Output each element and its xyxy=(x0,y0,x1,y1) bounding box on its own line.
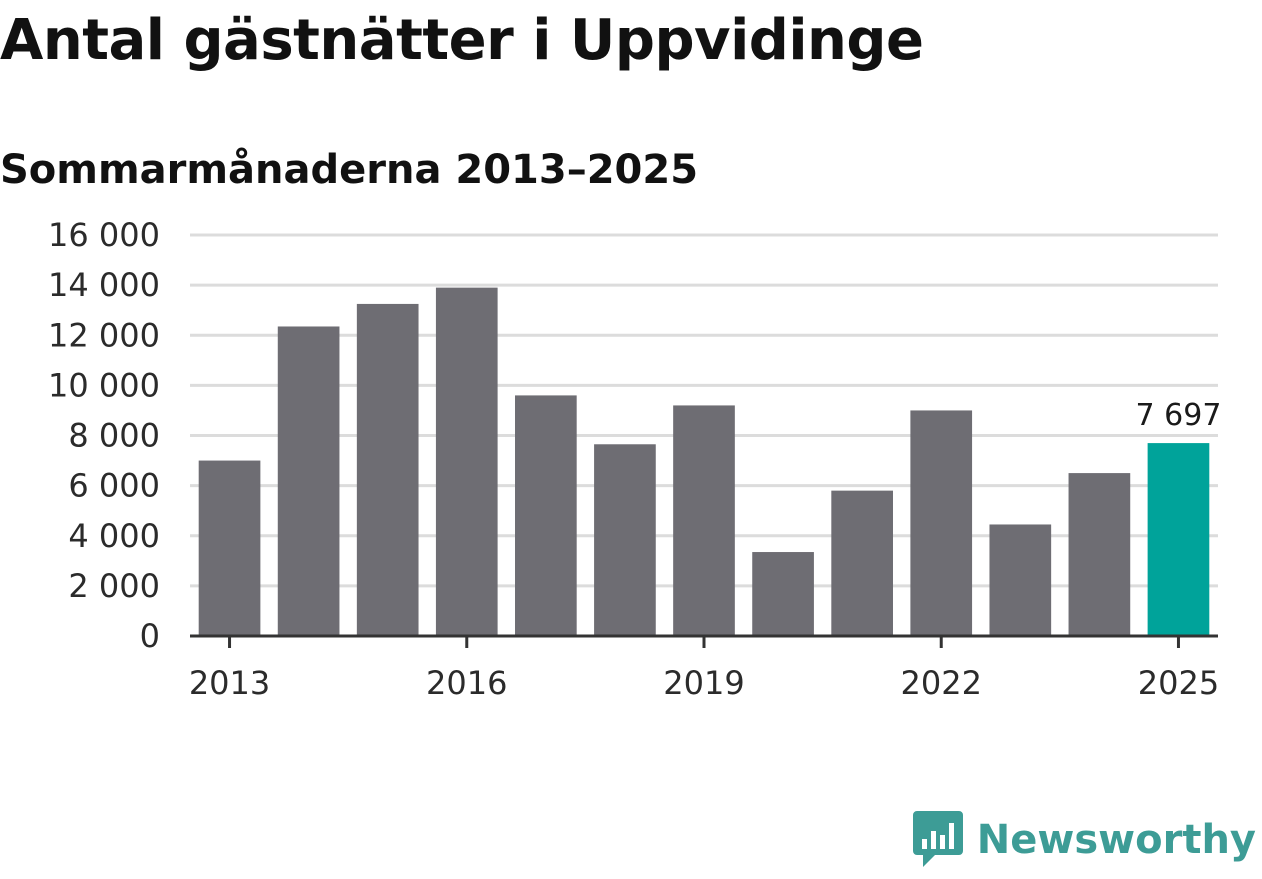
x-tick-label: 2016 xyxy=(426,664,507,702)
bar xyxy=(989,524,1052,636)
bar xyxy=(277,326,340,636)
y-tick-label: 14 000 xyxy=(48,266,160,304)
bar xyxy=(356,303,419,636)
chart-title: Antal gästnätter i Uppvidinge xyxy=(0,8,924,73)
bar xyxy=(831,490,893,636)
y-tick-label: 12 000 xyxy=(48,316,160,354)
chart-subtitle: Sommarmånaderna 2013–2025 xyxy=(0,147,699,193)
highlight-value-label: 7 697 xyxy=(1136,398,1222,433)
x-tick-label: 2019 xyxy=(663,664,744,702)
bar xyxy=(594,444,656,636)
x-tick-label: 2022 xyxy=(901,664,982,702)
y-tick-label: 10 000 xyxy=(48,366,160,404)
x-tick-label: 2025 xyxy=(1138,664,1219,702)
brand-name: Newsworthy xyxy=(976,817,1256,863)
y-tick-label: 0 xyxy=(140,617,160,655)
bar xyxy=(910,410,973,636)
data-labels: 7 697 xyxy=(1136,398,1222,433)
bar xyxy=(435,287,498,636)
y-tick-label: 2 000 xyxy=(68,567,160,605)
bar xyxy=(752,552,814,636)
newsworthy-logo-icon xyxy=(912,811,963,867)
x-tick-label: 2013 xyxy=(189,664,270,702)
bar xyxy=(1068,473,1131,636)
y-axis-ticks: 0 2 000 4 000 6 000 8 000 10 000 12 000 14 000 1… xyxy=(48,216,160,655)
y-tick-label: 16 000 xyxy=(48,216,160,254)
y-tick-label: 6 000 xyxy=(68,467,160,505)
brand-logo: Newsworthy xyxy=(912,811,1256,869)
bar xyxy=(1147,443,1210,636)
bars xyxy=(198,287,1210,636)
x-axis: 2013 2016 2019 2022 2025 xyxy=(189,634,1219,702)
bar xyxy=(515,395,577,636)
bar xyxy=(198,460,261,636)
y-tick-label: 4 000 xyxy=(68,517,160,555)
bar xyxy=(673,405,735,636)
y-tick-label: 8 000 xyxy=(68,417,160,455)
